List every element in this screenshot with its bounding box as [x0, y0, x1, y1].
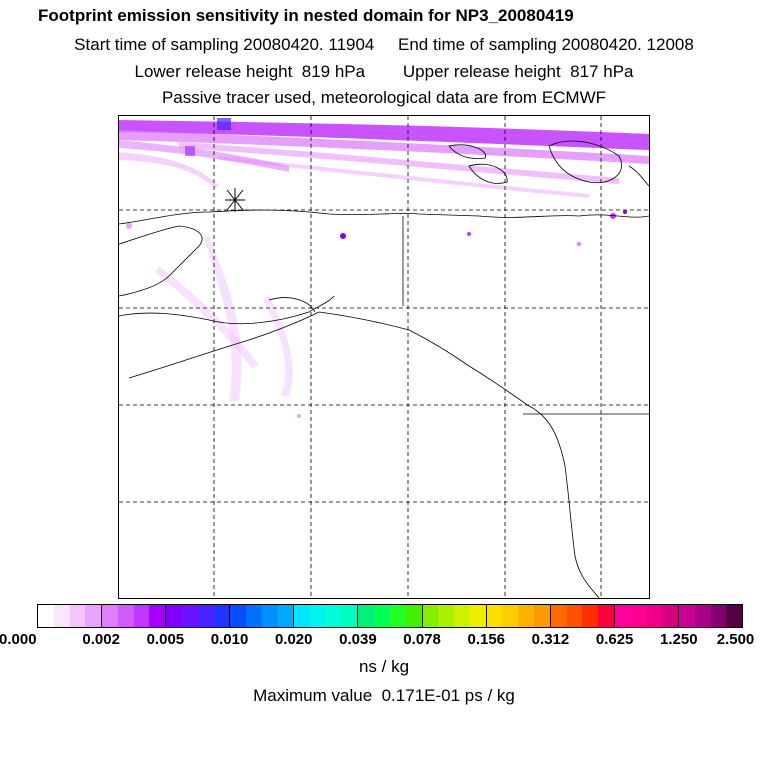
- colorbar-tick: 0.078: [403, 631, 441, 648]
- sampling-times: Start time of sampling 20080420. 11904 E…: [74, 35, 694, 54]
- colorbar-tick-labels: 0.000 0.002 0.005 0.010 0.020 0.039 0.078 0.156…: [0, 631, 754, 649]
- colorbar-segment: [38, 605, 102, 627]
- colorbar-swatch: [534, 605, 550, 627]
- release-asterisk-icon: [225, 188, 245, 212]
- colorbar-swatch: [261, 605, 278, 627]
- colorbar-swatch: [117, 605, 134, 627]
- colorbar-segment: [677, 605, 743, 627]
- colorbar-swatch: [181, 605, 198, 627]
- colorbar-swatch: [582, 605, 599, 627]
- colorbar-swatch: [149, 605, 166, 627]
- colorbar-swatch: [486, 605, 503, 627]
- colorbar-tick: 0.002: [82, 631, 120, 648]
- colorbar-swatch: [341, 605, 358, 627]
- colorbar-swatch: [469, 605, 486, 627]
- colorbar-swatch: [277, 605, 294, 627]
- colorbar-segment: [101, 605, 166, 627]
- colorbar-swatch: [405, 605, 422, 627]
- colorbar-tick: 0.000: [0, 631, 37, 648]
- colorbar-swatch: [294, 605, 311, 627]
- colorbar-swatch: [133, 605, 150, 627]
- colorbar-swatch: [390, 605, 406, 627]
- colorbar-segment: [613, 605, 678, 627]
- tracer-info: Passive tracer used, meteorological data…: [161, 88, 607, 107]
- colorbar-swatch: [630, 605, 647, 627]
- colorbar-swatch: [726, 605, 743, 627]
- colorbar-tick: 0.010: [210, 631, 249, 648]
- colorbar-tick: 0.039: [339, 631, 377, 648]
- colorbar-tick: 0.312: [531, 631, 570, 648]
- footprint-map: [118, 115, 650, 599]
- colorbar-swatch: [358, 605, 375, 627]
- colorbar-swatch: [518, 605, 534, 627]
- colorbar-swatch: [85, 605, 102, 627]
- colorbar-swatch: [246, 605, 262, 627]
- colorbar-swatch: [454, 605, 470, 627]
- colorbar-swatch: [694, 605, 711, 627]
- colorbar-swatch: [566, 605, 583, 627]
- colorbar-tick: 0.156: [467, 631, 506, 648]
- colorbar-swatch: [678, 605, 695, 627]
- colorbar-swatch: [438, 605, 455, 627]
- colorbar-swatch: [53, 605, 70, 627]
- colorbar-swatch: [662, 605, 678, 627]
- emission-plume: [119, 118, 649, 418]
- colorbar-swatch: [166, 605, 182, 627]
- colorbar-swatch: [646, 605, 663, 627]
- colorbar-swatch: [550, 605, 567, 627]
- map-canvas: [119, 116, 649, 598]
- colorbar-segment: [485, 605, 550, 627]
- maximum-value-label: Maximum value 0.171E-01 ps / kg: [253, 686, 515, 705]
- colorbar-swatch: [374, 605, 391, 627]
- colorbar-segment: [165, 605, 230, 627]
- plot-title: Footprint emission sensitivity in nested…: [38, 6, 574, 25]
- colorbar-swatch: [213, 605, 230, 627]
- colorbar-tick: 0.005: [146, 631, 185, 648]
- colorbar-swatch: [230, 605, 247, 627]
- colorbar-swatch: [598, 605, 614, 627]
- colorbar-tick: 1.250: [660, 631, 698, 648]
- colorbar-swatch: [197, 605, 214, 627]
- colorbar-segment: [357, 605, 422, 627]
- colorbar-swatch: [310, 605, 326, 627]
- colorbar-segment: [293, 605, 358, 627]
- colorbar-swatch: [38, 605, 54, 627]
- colorbar-unit: ns / kg: [358, 657, 410, 676]
- colorbar-swatch: [710, 605, 727, 627]
- colorbar-tick: 2.500: [716, 631, 755, 648]
- release-heights: Lower release height 819 hPa Upper relea…: [134, 62, 634, 81]
- colorbar-segment: [229, 605, 294, 627]
- colorbar-tick: 0.625: [595, 631, 634, 648]
- colorbar-segment: [549, 605, 614, 627]
- colorbar-segment: [421, 605, 486, 627]
- graticule: [119, 116, 649, 598]
- colorbar-swatch: [69, 605, 86, 627]
- colorbar-swatch: [102, 605, 118, 627]
- colorbar-swatch: [614, 605, 631, 627]
- colorbar-swatch: [325, 605, 342, 627]
- colorbar-tick: 0.020: [274, 631, 313, 648]
- colorbar: [37, 604, 743, 628]
- colorbar-swatch: [502, 605, 519, 627]
- coastlines: [119, 140, 649, 598]
- colorbar-swatch: [422, 605, 439, 627]
